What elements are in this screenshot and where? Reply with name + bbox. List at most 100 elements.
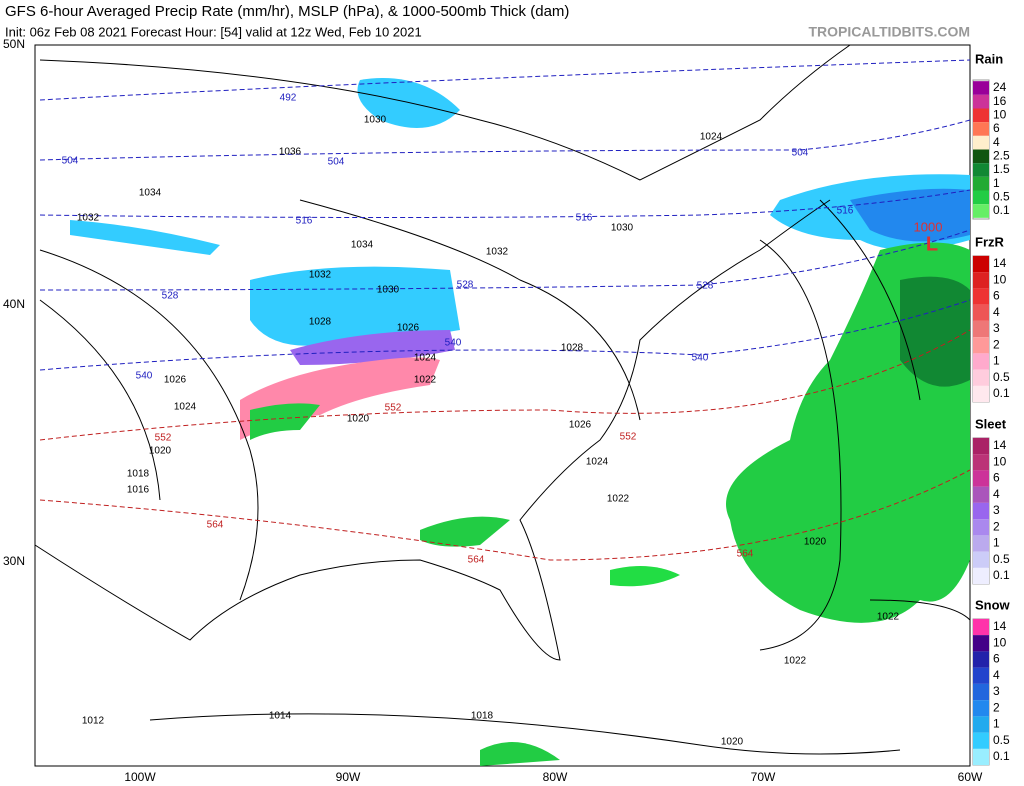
- legend-swatch: [973, 470, 989, 487]
- legend-label: 1: [993, 717, 1000, 731]
- legend-swatch: [973, 135, 989, 150]
- isobar-label: 1020: [721, 737, 744, 748]
- legend-swatch: [973, 255, 989, 273]
- title: GFS 6-hour Averaged Precip Rate (mm/hr),…: [5, 3, 569, 20]
- legend-title: Rain: [975, 51, 1003, 66]
- legend-label: 0.1: [993, 568, 1010, 582]
- thickness-label: 528: [697, 281, 714, 292]
- legend-swatch: [973, 454, 989, 471]
- low-pressure: 1000: [914, 219, 943, 234]
- thickness-label-warm: 552: [155, 433, 172, 444]
- legend-label: 0.1: [993, 203, 1010, 217]
- legend-swatch: [973, 502, 989, 520]
- isobar-label: 1020: [347, 414, 370, 425]
- low-symbol: L: [926, 233, 938, 255]
- isobar-label: 1022: [877, 612, 900, 623]
- thickness-label: 504: [792, 148, 809, 159]
- legend-swatch: [973, 272, 989, 289]
- legend-label: 6: [993, 289, 1000, 303]
- legend-label: 10: [993, 454, 1007, 468]
- isobar-label: 1024: [174, 402, 197, 413]
- legend-label: 0.5: [993, 370, 1010, 384]
- thickness-label: 540: [692, 353, 709, 364]
- legend-swatch: [973, 320, 989, 338]
- isobar-label: 1028: [309, 317, 332, 328]
- thickness-label: 504: [62, 156, 79, 167]
- legend-label: 4: [993, 135, 1000, 149]
- legend-label: 3: [993, 321, 1000, 335]
- subtitle: Init: 06z Feb 08 2021 Forecast Hour: [54…: [5, 24, 422, 39]
- legend-swatch: [973, 519, 989, 536]
- thickness-label: 492: [280, 93, 297, 104]
- isobar-label: 1032: [486, 247, 509, 258]
- thickness-label: 516: [296, 216, 313, 227]
- precip: [70, 78, 970, 766]
- lon-label: 70W: [751, 770, 776, 784]
- legend-swatch: [973, 288, 989, 305]
- legend-title: Snow: [975, 597, 1011, 612]
- thickness-label: 516: [837, 206, 854, 217]
- legend-swatch: [973, 204, 989, 218]
- legend-label: 4: [993, 668, 1000, 682]
- legend-label: 3: [993, 684, 1000, 698]
- legend-swatch: [973, 635, 989, 652]
- legend-label: 1: [993, 176, 1000, 190]
- isobar-label: 1036: [279, 147, 302, 158]
- legend-label: 0.1: [993, 386, 1010, 400]
- legend-label: 0.5: [993, 552, 1010, 566]
- isobar-label: 1034: [139, 188, 162, 199]
- legend-swatch: [973, 385, 989, 403]
- thickness-label-warm: 552: [620, 432, 637, 443]
- legend-swatch: [973, 618, 989, 636]
- isobar-label: 1016: [127, 485, 150, 496]
- legend-swatch: [973, 716, 989, 733]
- lon-label: 100W: [124, 770, 156, 784]
- legend-label: 10: [993, 635, 1007, 649]
- isobar-label: 1022: [414, 375, 437, 386]
- legend-swatch: [973, 337, 989, 354]
- isobar-label: 1032: [309, 270, 332, 281]
- thickness-label: 504: [328, 157, 345, 168]
- thickness-label-warm: 564: [207, 520, 224, 531]
- isobar-label: 1026: [569, 420, 592, 431]
- legend-label: 6: [993, 471, 1000, 485]
- isobar-label: 1024: [700, 132, 723, 143]
- legend-swatch: [973, 567, 989, 585]
- isobar-label: 1024: [414, 353, 437, 364]
- legend-label: 3: [993, 503, 1000, 517]
- thickness-label: 528: [162, 291, 179, 302]
- legend-label: 2: [993, 337, 1000, 351]
- legend-label: 2.5: [993, 149, 1010, 163]
- legend-label: 1: [993, 354, 1000, 368]
- lat-label: 30N: [3, 554, 25, 568]
- lat-label: 50N: [3, 37, 25, 51]
- legend-label: 0.1: [993, 749, 1010, 763]
- isobar-label: 1030: [364, 115, 387, 126]
- legend-label: 2: [993, 519, 1000, 533]
- legend-swatch: [973, 732, 989, 749]
- isobar-label: 1012: [82, 716, 105, 727]
- legend-swatch: [973, 163, 989, 177]
- legend-swatch: [973, 369, 989, 386]
- isobar-label: 1034: [351, 240, 374, 251]
- isobar-label: 1020: [149, 446, 172, 457]
- isobar-label: 1030: [377, 285, 400, 296]
- lon-label: 80W: [543, 770, 568, 784]
- legend-label: 1: [993, 536, 1000, 550]
- lon-label: 90W: [336, 770, 361, 784]
- legend-swatch: [973, 149, 989, 164]
- legend-swatch: [973, 353, 989, 370]
- isobar-label: 1030: [611, 223, 634, 234]
- legend-swatch: [973, 94, 989, 109]
- legend-label: 6: [993, 121, 1000, 135]
- legend-label: 2: [993, 700, 1000, 714]
- coastlines: [34, 44, 851, 661]
- legend-swatch: [973, 700, 989, 717]
- thickness-label-warm: 564: [737, 549, 754, 560]
- legend-swatch: [973, 437, 989, 455]
- source: TROPICALTIDBITS.COM: [808, 24, 970, 40]
- legend-swatch: [973, 304, 989, 321]
- legend-label: 10: [993, 272, 1007, 286]
- legend-swatch: [973, 551, 989, 568]
